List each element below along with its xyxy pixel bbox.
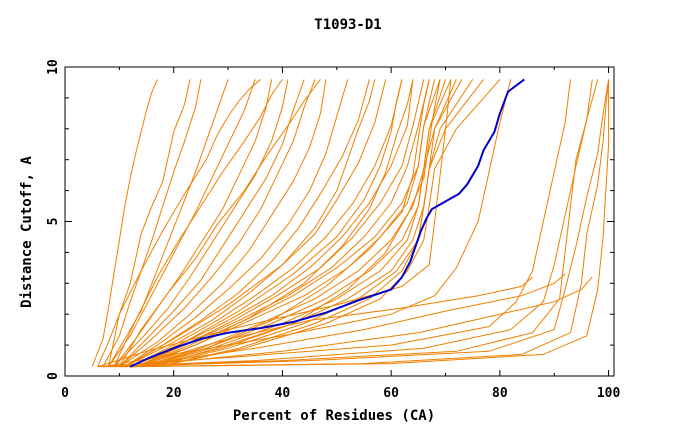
series-line [129, 79, 414, 368]
series-line [146, 79, 457, 368]
x-tick-label: 40 [275, 386, 291, 401]
plot-frame [64, 66, 615, 377]
series-line [102, 79, 512, 368]
series-line [135, 276, 533, 368]
series-line [108, 79, 256, 367]
x-axis-label: Percent of Residues (CA) [233, 408, 435, 424]
series-line [151, 79, 463, 368]
series-line [113, 79, 289, 368]
x-tick-label: 60 [383, 386, 399, 401]
x-tick-label: 80 [492, 386, 508, 401]
series-line [151, 79, 474, 368]
series-line [97, 79, 191, 367]
series-line [124, 79, 376, 368]
series-line [129, 79, 403, 368]
series-line [108, 79, 262, 367]
series-line [119, 79, 316, 368]
series-lines [91, 78, 610, 368]
series-line [130, 273, 566, 368]
series-line [124, 79, 349, 368]
series-line [108, 79, 599, 368]
y-tick-label: 10 [46, 59, 61, 75]
y-tick-label: 5 [46, 218, 61, 226]
series-line [124, 79, 370, 368]
series-line [119, 79, 610, 368]
series-line [157, 79, 501, 368]
series-line [113, 79, 610, 368]
series-line [146, 79, 441, 368]
series-line [118, 79, 321, 367]
x-tick-label: 100 [597, 386, 621, 401]
series-line [146, 79, 452, 368]
series-line [102, 79, 202, 367]
series-line [119, 79, 327, 368]
x-tick-label: 20 [166, 386, 182, 401]
series-line [140, 79, 441, 368]
y-axis-label: Distance Cutoff, A [19, 156, 35, 308]
series-line [130, 79, 610, 368]
series-line [113, 79, 283, 367]
series-line [140, 79, 430, 368]
highlighted-series-line [129, 78, 525, 368]
series-line [97, 79, 571, 368]
series-line [97, 79, 452, 368]
y-tick-label: 0 [46, 372, 61, 380]
series-line [91, 79, 158, 367]
series-line [157, 79, 484, 368]
axis-ticks: 0 20 40 60 80 100 0 5 10 [46, 59, 620, 401]
series-line [102, 79, 593, 368]
series-line [124, 276, 593, 368]
series-line [130, 79, 425, 368]
series-line [135, 79, 430, 368]
series-line [124, 79, 387, 368]
series-line [119, 79, 305, 368]
series-line [113, 79, 273, 368]
x-tick-label: 0 [61, 386, 69, 401]
series-line [129, 79, 403, 368]
chart-title: T1093-D1 [314, 17, 381, 33]
